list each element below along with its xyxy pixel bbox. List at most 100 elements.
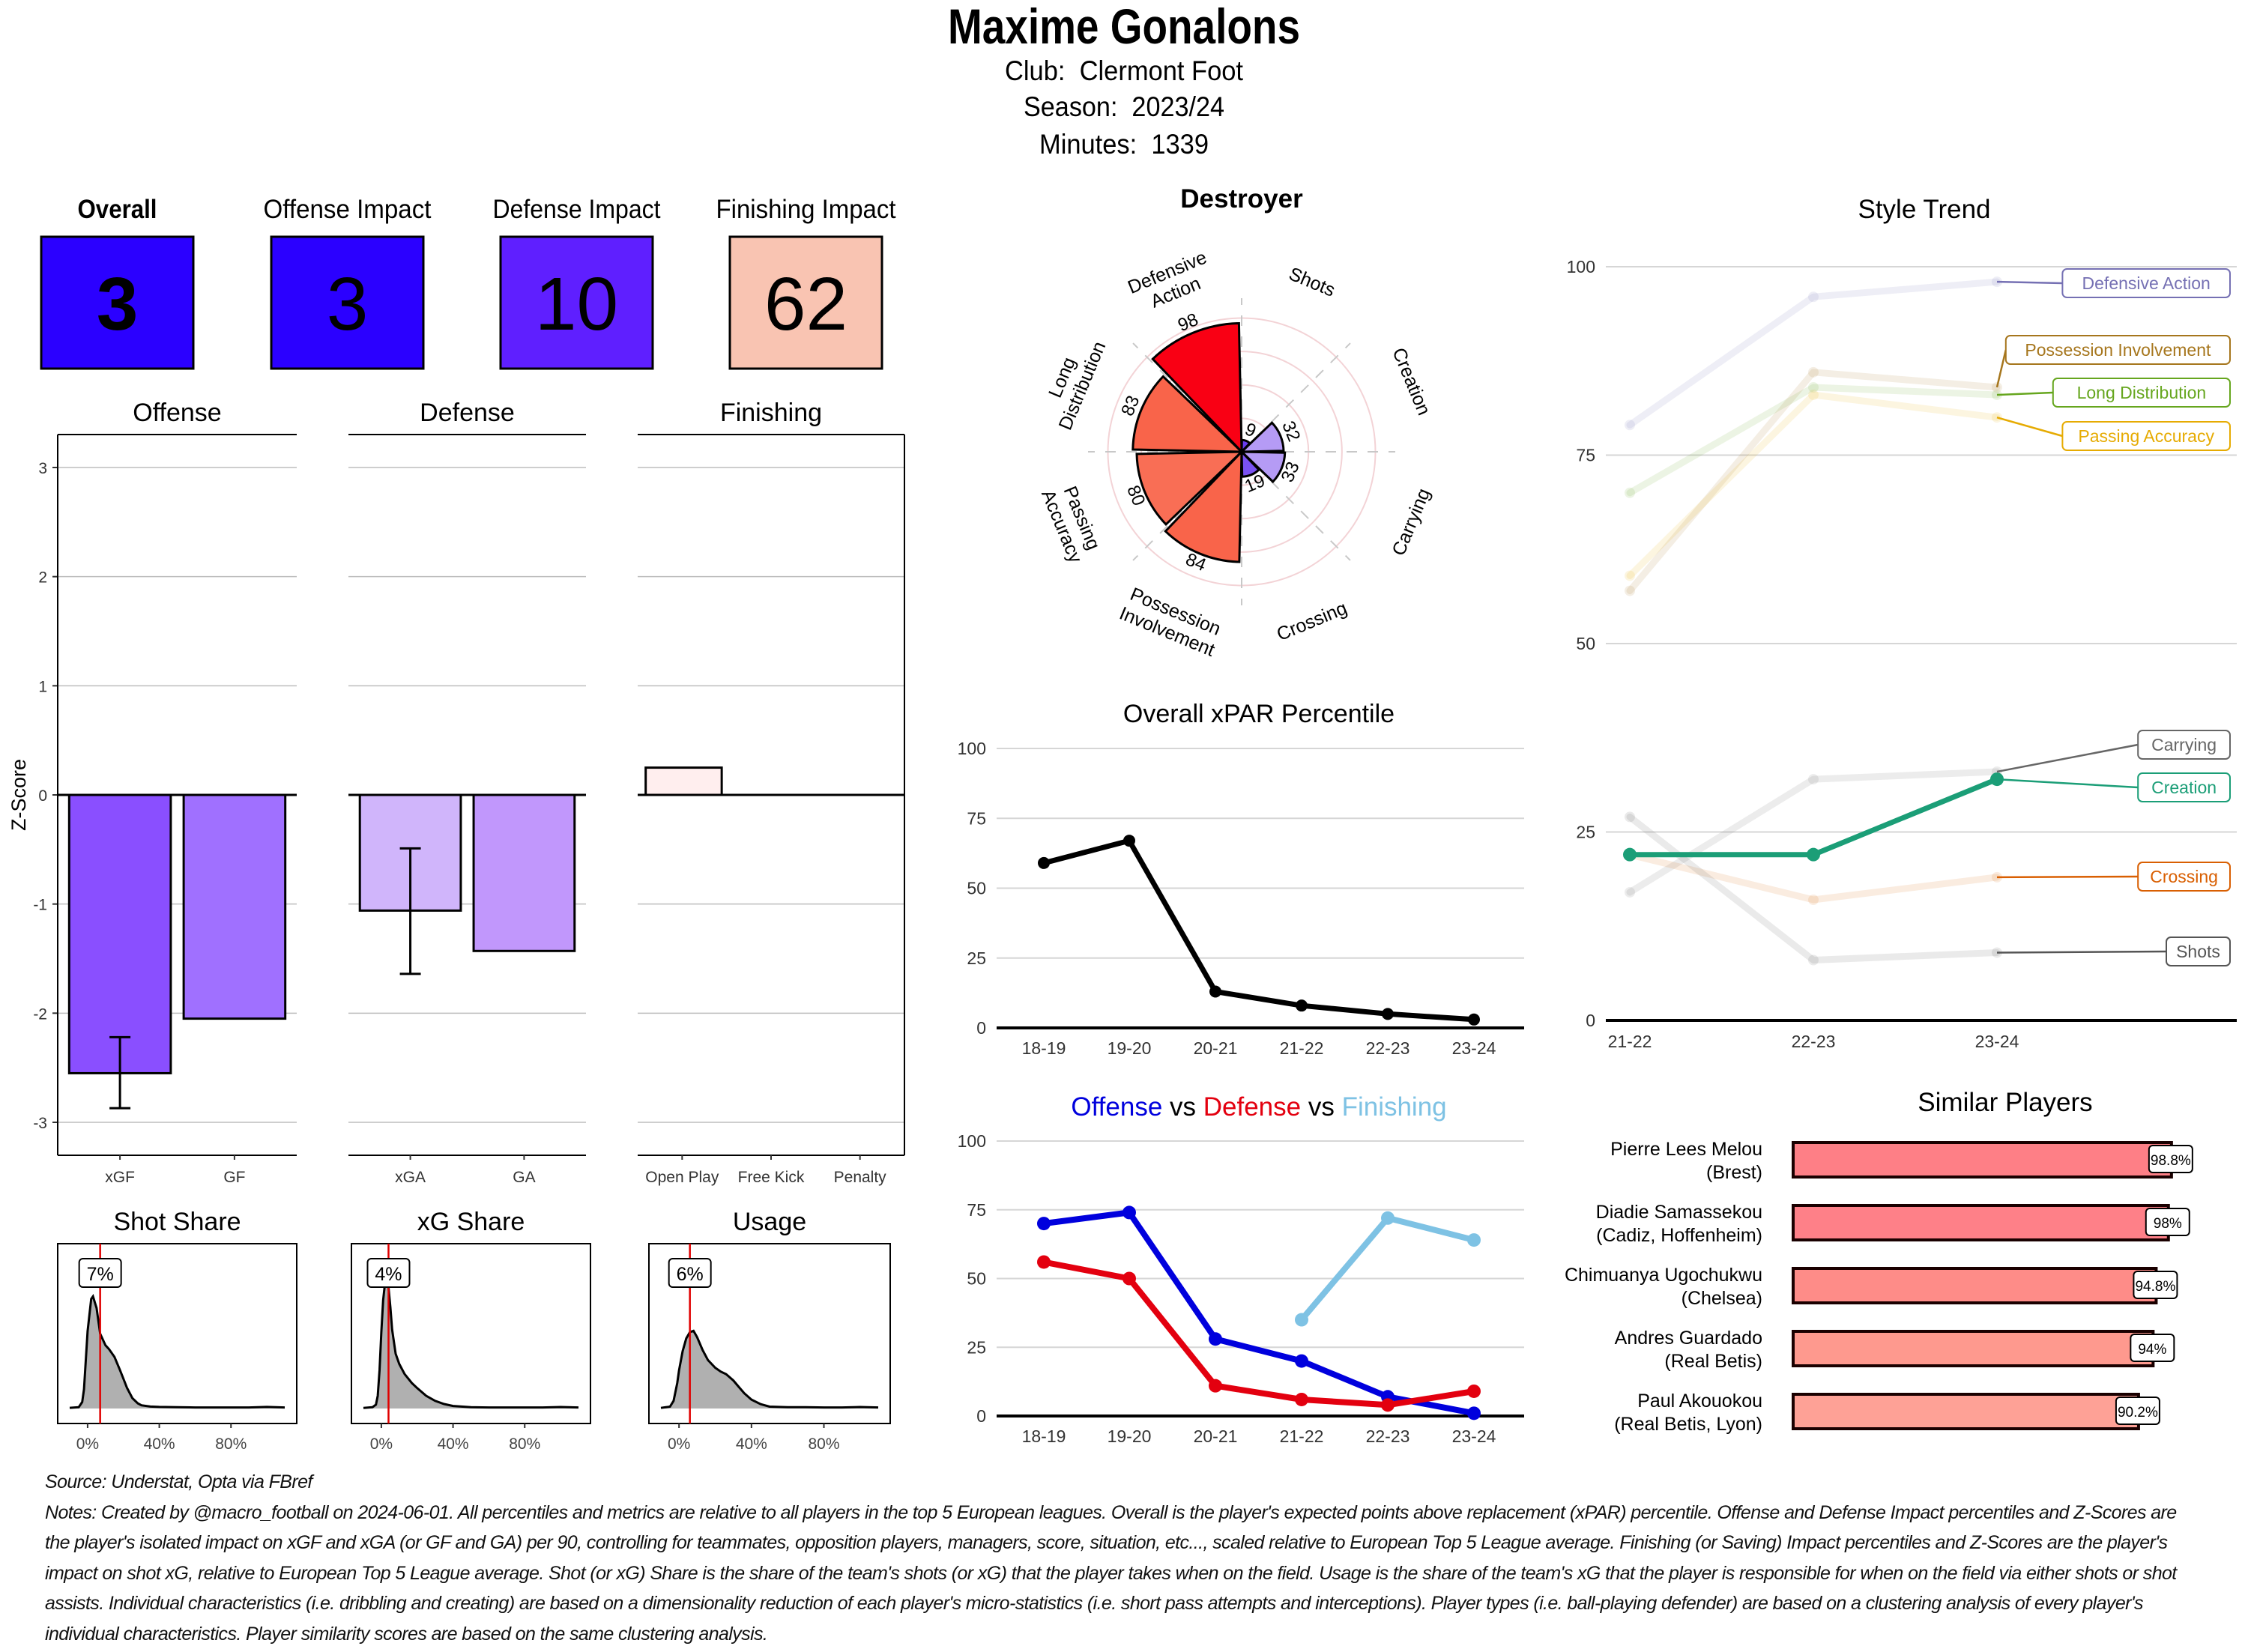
trend-defensive-action-point: [1808, 291, 1819, 303]
chart-title: Offense vs Defense vs Finishing: [1071, 1092, 1446, 1122]
x-tick-label: 0%: [76, 1435, 99, 1453]
trend-creation-point: [1623, 847, 1637, 862]
finishing-series-point: [1295, 1313, 1308, 1327]
similarity-label-box: [2148, 1145, 2193, 1173]
similar-player-club: (Real Betis, Lyon): [1614, 1414, 1762, 1435]
chart-title: Overall xPAR Percentile: [1123, 700, 1395, 728]
similarity-bar: [1792, 1393, 2140, 1430]
trend-label-leader: [1995, 349, 2007, 388]
finishing-series-line: [1299, 1214, 1477, 1323]
x-tick-label: 80%: [808, 1435, 839, 1453]
density-curve: [363, 1278, 579, 1409]
zscore-panel: Finishing Open Play Free Kick Penalty: [638, 399, 905, 1186]
similarity-bar: [1792, 1330, 2155, 1367]
trend-carrying-point: [1808, 774, 1819, 785]
x-tick-label: Open Play: [645, 1169, 719, 1186]
marker-label-box: [366, 1258, 411, 1288]
offense-series-point: [1123, 1205, 1136, 1220]
y-tick-label: 25: [1576, 823, 1595, 842]
trend-crossing-line: [1626, 851, 2001, 904]
panel-title: Defense: [420, 399, 515, 427]
trend-label: Carrying: [2151, 735, 2217, 754]
y-tick-label: 2: [38, 569, 47, 587]
x-tick-label: 23-24: [1975, 1032, 2019, 1051]
percentile-box-value: 3: [97, 262, 139, 346]
trend-label: Creation: [2151, 778, 2217, 797]
x-tick-label: 80%: [509, 1435, 540, 1453]
offense-series-point: [1037, 1217, 1051, 1231]
radar-sector-possession-involvement: [1164, 449, 1243, 563]
trend-label: Shots: [2176, 942, 2220, 961]
radar-category-label: Carrying: [1388, 485, 1434, 559]
panel-title: Offense: [133, 399, 221, 427]
radar-category-text: Creation: [1388, 345, 1434, 418]
radar-category-label: DefensiveAction: [1125, 246, 1209, 312]
radar-sector-defensive-action: [1151, 321, 1243, 455]
title-part: vs: [1162, 1092, 1196, 1122]
x-tick-label: 21-22: [1608, 1032, 1652, 1051]
radar-category-label: Crossing: [1274, 598, 1350, 646]
trend-possession-involvement-line: [1626, 369, 2001, 595]
trend-label-leader: [1996, 743, 2139, 773]
xpar-line-chart: 0 25 50 75 100 18-19 19-20 20-21 21-22 22-23 23-24…: [958, 700, 1524, 1058]
y-tick-label: 3: [38, 460, 47, 477]
similar-player-name: Paul Akouokou: [1637, 1391, 1762, 1412]
y-tick-label: 25: [967, 1337, 986, 1357]
y-tick-label: 75: [967, 1200, 986, 1220]
x-tick-label: 40%: [736, 1435, 767, 1453]
trend-defensive-action-line: [1626, 278, 2001, 429]
x-tick-label: 22-23: [1792, 1032, 1836, 1051]
y-tick-label: -2: [33, 1005, 47, 1023]
defense-series-point: [1295, 1392, 1308, 1406]
trend-label-box: [2166, 937, 2231, 966]
x-tick-label: xGA: [395, 1169, 426, 1186]
xpar-series-point: [1468, 1013, 1480, 1026]
offense-series-point: [1209, 1332, 1222, 1346]
similarity-label-box: [2130, 1334, 2175, 1362]
xpar-series-point: [1123, 835, 1135, 847]
trend-passing-accuracy-line: [1626, 391, 2001, 579]
density-area: [363, 1281, 578, 1409]
radar-sector-passing-accuracy: [1135, 450, 1245, 527]
club-line: Club: Clermont Foot: [1005, 55, 1244, 86]
marker-label: 6%: [677, 1264, 704, 1285]
source-text: Source: Understat, Opta via FBref: [45, 1471, 312, 1492]
y-tick-label: -3: [33, 1115, 47, 1132]
trend-defensive-action-point: [1625, 420, 1635, 431]
radar-category-word: Shots: [1286, 263, 1338, 300]
density-panel: Usage 6% 0% 40% 80%: [648, 1208, 891, 1453]
xpar-series-line: [1041, 838, 1477, 1023]
bar-xgf: [67, 793, 172, 1074]
offense-series-point: [1295, 1354, 1308, 1368]
footer-notes: Source: Understat, Opta via FBref Notes:…: [45, 1467, 2233, 1649]
trend-label: Defensive Action: [2082, 273, 2211, 293]
notes-line: the player's isolated impact on xGF and …: [45, 1532, 2168, 1553]
x-tick-label: Penalty: [834, 1169, 887, 1186]
trend-passing-accuracy-point: [1808, 390, 1819, 401]
minutes-line: Minutes: 1339: [1039, 129, 1209, 160]
notes-line: impact on shot xG, relative to European …: [45, 1562, 2177, 1584]
trend-label: Crossing: [2150, 867, 2218, 886]
defense-series-point: [1467, 1384, 1481, 1398]
radar-grid-circle: [1140, 351, 1343, 553]
finishing-series-point: [1467, 1233, 1481, 1247]
marker-label-box: [668, 1258, 712, 1288]
density-frame: [648, 1243, 891, 1424]
defense-series-point: [1381, 1398, 1395, 1412]
trend-label-box: [2137, 862, 2231, 892]
similarity-bar: [1792, 1141, 2173, 1179]
percentile-box: [40, 235, 195, 370]
trend-label-leader: [1996, 391, 2053, 396]
percentile-box-value: 62: [764, 262, 847, 346]
percentile-box-value: 3: [327, 262, 369, 346]
density-panel: Shot Share 7% 0% 40% 80%: [57, 1208, 297, 1453]
trend-creation-point: [1807, 847, 1820, 862]
trend-passing-accuracy-point: [1625, 570, 1635, 581]
x-tick-label: 40%: [438, 1435, 469, 1453]
y-tick-label: 100: [958, 1131, 986, 1151]
radar-category-text: LongDistribution: [1035, 330, 1111, 433]
offense-series-line: [1041, 1209, 1477, 1417]
density-title: Usage: [733, 1208, 806, 1236]
zscore-bar-charts: Z-Score Offense 3 2 1 0 -1 -2 -3 xGF GF Defense xGA G…: [7, 399, 905, 1186]
